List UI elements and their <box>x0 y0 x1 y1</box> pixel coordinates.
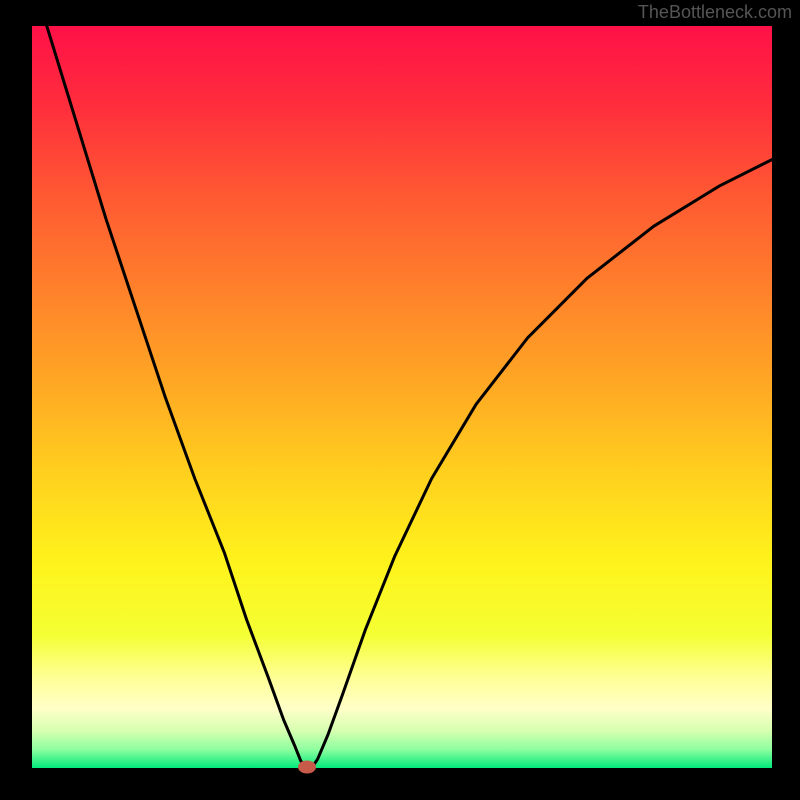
plot-area <box>32 26 772 768</box>
optimum-marker <box>298 760 316 773</box>
watermark-text: TheBottleneck.com <box>638 2 792 23</box>
bottleneck-curve <box>32 26 772 768</box>
